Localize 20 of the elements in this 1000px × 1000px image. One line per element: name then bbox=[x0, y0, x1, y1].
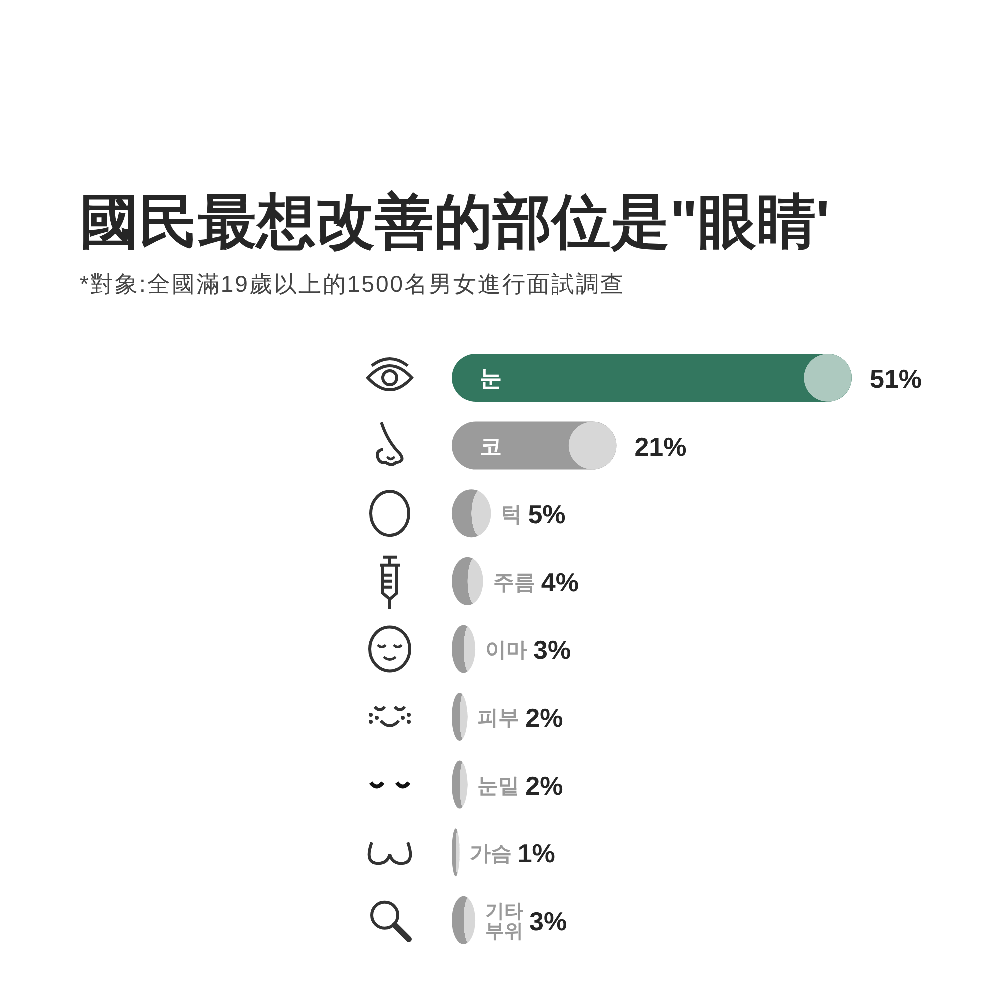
data-label: 3% bbox=[534, 635, 572, 666]
data-label: 51% bbox=[870, 364, 922, 394]
data-label: 5% bbox=[528, 500, 566, 530]
data-label: 2% bbox=[526, 703, 564, 733]
y-tick-label: 턱 bbox=[501, 504, 522, 527]
data-label: 1% bbox=[518, 838, 556, 869]
data-label: 3% bbox=[530, 906, 568, 936]
y-tick-label: 이마 bbox=[486, 639, 528, 662]
y-tick-label: 가슴 bbox=[470, 842, 512, 866]
y-tick-label: 주름 bbox=[493, 571, 536, 594]
y-tick-label: 코 bbox=[480, 434, 502, 459]
chart-subtitle: *對象:全國滿19歲以上的1500名男女進行面試調查 bbox=[80, 271, 626, 297]
y-tick-label: 눈밑 bbox=[478, 774, 520, 798]
y-tick-label: 기타 부위 bbox=[486, 901, 524, 942]
data-label: 2% bbox=[526, 770, 564, 801]
data-label: 4% bbox=[541, 567, 579, 598]
y-tick-label: 눈 bbox=[480, 366, 502, 391]
y-tick-label: 피부 bbox=[478, 707, 520, 730]
data-label: 21% bbox=[634, 432, 687, 462]
chart-title: 國民最想改善的部位是"眼睛' bbox=[80, 189, 830, 255]
